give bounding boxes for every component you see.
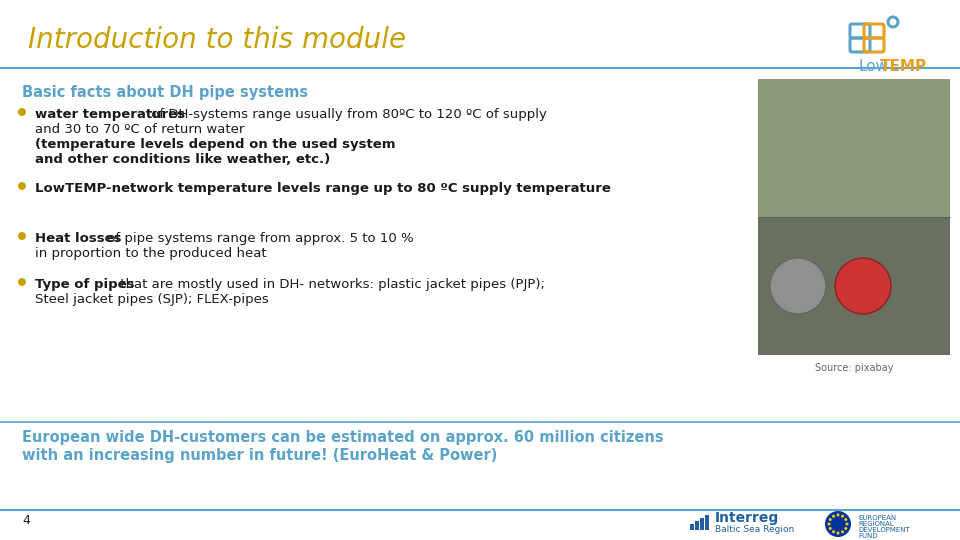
Text: TEMP: TEMP: [880, 59, 927, 74]
Text: FUND: FUND: [858, 533, 877, 539]
Circle shape: [844, 527, 848, 530]
FancyBboxPatch shape: [758, 79, 950, 217]
Text: (temperature levels depend on the used system: (temperature levels depend on the used s…: [35, 138, 396, 151]
Circle shape: [836, 514, 839, 516]
Circle shape: [828, 523, 830, 525]
Text: LowTEMP-network temperature levels range up to 80 ºC supply temperature: LowTEMP-network temperature levels range…: [35, 182, 611, 195]
FancyBboxPatch shape: [705, 515, 709, 530]
Text: with an increasing number in future! (EuroHeat & Power): with an increasing number in future! (Eu…: [22, 448, 497, 463]
Text: Low: Low: [858, 59, 888, 74]
Text: water temperatures: water temperatures: [35, 108, 185, 121]
Circle shape: [844, 518, 848, 521]
Circle shape: [18, 182, 26, 190]
Text: Introduction to this module: Introduction to this module: [28, 26, 406, 54]
Text: and 30 to 70 ºC of return water: and 30 to 70 ºC of return water: [35, 123, 245, 136]
Text: of DH-systems range usually from 80ºC to 120 ºC of supply: of DH-systems range usually from 80ºC to…: [147, 108, 546, 121]
Circle shape: [832, 515, 835, 518]
Text: Heat losses: Heat losses: [35, 232, 122, 245]
Text: and other conditions like weather, etc.): and other conditions like weather, etc.): [35, 153, 330, 166]
Circle shape: [841, 530, 844, 534]
FancyBboxPatch shape: [700, 518, 704, 530]
Circle shape: [836, 531, 839, 535]
Text: European wide DH-customers can be estimated on approx. 60 million citizens: European wide DH-customers can be estima…: [22, 430, 663, 445]
Circle shape: [835, 258, 891, 314]
Circle shape: [18, 278, 26, 286]
Text: Type of pipes: Type of pipes: [35, 278, 134, 291]
Text: REGIONAL: REGIONAL: [858, 521, 894, 527]
Circle shape: [846, 523, 849, 525]
Text: Source: pixabay: Source: pixabay: [815, 363, 893, 373]
Circle shape: [18, 232, 26, 240]
Circle shape: [832, 530, 835, 534]
Text: in proportion to the produced heat: in proportion to the produced heat: [35, 247, 267, 260]
Text: Interreg: Interreg: [715, 511, 780, 525]
Text: DEVELOPMENT: DEVELOPMENT: [858, 527, 910, 533]
Circle shape: [841, 515, 844, 518]
Text: Steel jacket pipes (SJP); FLEX-pipes: Steel jacket pipes (SJP); FLEX-pipes: [35, 293, 269, 306]
Text: Basic facts about DH pipe systems: Basic facts about DH pipe systems: [22, 85, 308, 100]
Text: EUROPEAN: EUROPEAN: [858, 515, 896, 521]
Text: 4: 4: [22, 515, 30, 528]
Text: of pipe systems range from approx. 5 to 10 %: of pipe systems range from approx. 5 to …: [104, 232, 414, 245]
FancyBboxPatch shape: [695, 521, 699, 530]
Text: Baltic Sea Region: Baltic Sea Region: [715, 524, 794, 534]
Circle shape: [828, 518, 831, 521]
FancyBboxPatch shape: [758, 217, 950, 355]
FancyBboxPatch shape: [690, 524, 694, 530]
Circle shape: [18, 108, 26, 116]
Text: that are mostly used in DH- networks: plastic jacket pipes (PJP);: that are mostly used in DH- networks: pl…: [115, 278, 544, 291]
Circle shape: [770, 258, 826, 314]
Circle shape: [825, 511, 851, 537]
Circle shape: [828, 527, 831, 530]
